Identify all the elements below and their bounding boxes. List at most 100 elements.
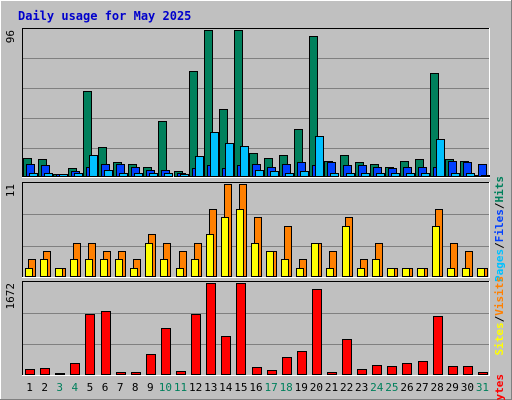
bar-pages-day-23 <box>361 173 370 177</box>
bar-sites-day-4 <box>70 259 78 277</box>
bar-pages-day-20 <box>315 136 324 177</box>
bar-pages-day-27 <box>421 173 430 177</box>
legend-entry: / <box>493 315 506 322</box>
bar-pages-day-22 <box>346 173 355 177</box>
bar-pages-day-29 <box>451 173 460 177</box>
x-tick-label: 20 <box>310 381 323 394</box>
x-tick-label: 14 <box>219 381 233 394</box>
legend-entry: Pages <box>493 249 506 282</box>
x-tick-label: 23 <box>355 381 368 394</box>
bar-sites-day-27 <box>417 268 425 277</box>
legend-entry: Sites <box>493 322 506 355</box>
bar-sites-day-23 <box>357 268 365 277</box>
bar-sites-day-17 <box>266 251 274 277</box>
x-tick-label: 5 <box>87 381 94 394</box>
x-tick-label: 13 <box>204 381 217 394</box>
bar-pages-day-24 <box>376 173 385 177</box>
bar-sites-day-21 <box>326 268 334 277</box>
bar-pages-day-2 <box>44 173 53 177</box>
bar-kbytes-day-5 <box>85 314 95 375</box>
bar-kbytes-day-26 <box>402 363 412 375</box>
bar-pages-day-6 <box>104 170 113 177</box>
bar-sites-day-1 <box>25 268 33 277</box>
bar-sites-day-24 <box>372 259 380 277</box>
legend-entry: Hits <box>493 176 506 203</box>
bar-pages-day-17 <box>270 171 279 177</box>
bar-pages-day-9 <box>149 173 158 177</box>
x-tick-label: 11 <box>174 381 187 394</box>
bar-pages-day-16 <box>255 170 264 177</box>
bar-kbytes-day-19 <box>297 351 307 375</box>
x-tick-label: 3 <box>56 381 63 394</box>
bar-sites-day-16 <box>251 243 259 277</box>
y-max-label-visits: 11 <box>4 184 17 197</box>
bar-pages-day-26 <box>406 173 415 177</box>
bar-kbytes-day-21 <box>327 372 337 375</box>
bar-sites-day-20 <box>311 243 319 277</box>
bar-kbytes-day-20 <box>312 289 322 375</box>
bar-pages-day-1 <box>29 173 38 177</box>
bar-pages-day-25 <box>391 173 400 177</box>
chart-panels: 96Pages/Files/Hits11Sites/Visits1672KByt… <box>4 28 506 400</box>
bar-sites-day-13 <box>206 234 214 277</box>
bar-pages-day-8 <box>134 173 143 177</box>
bar-pages-day-21 <box>330 173 339 177</box>
x-tick-label: 18 <box>280 381 293 394</box>
legend-entry: Files <box>493 209 506 242</box>
x-tick-label: 10 <box>159 381 172 394</box>
bar-sites-day-18 <box>281 259 289 277</box>
x-tick-label: 9 <box>147 381 154 394</box>
bar-kbytes-day-15 <box>236 283 246 375</box>
bar-sites-day-30 <box>462 268 470 277</box>
bar-pages-day-3 <box>59 174 68 177</box>
bar-kbytes-day-25 <box>387 366 397 375</box>
legend-entry: / <box>493 242 506 249</box>
bar-sites-day-29 <box>447 268 455 277</box>
x-tick-label: 19 <box>295 381 308 394</box>
x-tick-label: 4 <box>72 381 79 394</box>
bar-kbytes-day-9 <box>146 354 156 375</box>
bar-kbytes-day-27 <box>418 361 428 375</box>
x-tick-label: 25 <box>385 381 398 394</box>
legend-kbytes: KBytes <box>493 374 506 400</box>
bar-sites-day-26 <box>402 268 410 277</box>
x-tick-label: 17 <box>264 381 277 394</box>
bar-kbytes-day-4 <box>70 363 80 375</box>
bar-sites-day-9 <box>145 243 153 277</box>
chart-title: Daily usage for May 2025 <box>18 9 191 23</box>
bar-kbytes-day-1 <box>25 369 35 375</box>
x-tick-label: 22 <box>340 381 353 394</box>
legend-entry: Visits <box>493 276 506 316</box>
x-tick-label: 24 <box>370 381 384 394</box>
bar-pages-day-10 <box>164 173 173 177</box>
bar-kbytes-day-13 <box>206 283 216 375</box>
bar-kbytes-day-2 <box>40 368 50 375</box>
bar-pages-day-12 <box>195 156 204 177</box>
bar-sites-day-10 <box>160 259 168 277</box>
bar-pages-day-30 <box>466 173 475 177</box>
bar-kbytes-day-29 <box>448 366 458 375</box>
x-tick-label: 15 <box>234 381 247 394</box>
x-tick-label: 6 <box>102 381 109 394</box>
plot-area-kbytes <box>22 281 490 376</box>
x-axis-labels: 1 2 3 4 5 6 7 8 9 10 11 12 13 14 15 16 17 18 19 20 21 22 23 24 2… <box>26 381 489 394</box>
bar-kbytes-day-12 <box>191 314 201 375</box>
bar-kbytes-day-10 <box>161 328 171 375</box>
bar-pages-day-11 <box>180 174 189 177</box>
bar-sites-day-5 <box>85 259 93 277</box>
bar-kbytes-day-17 <box>267 370 277 375</box>
x-tick-label: 30 <box>461 381 474 394</box>
legend-entry: KBytes <box>493 374 506 400</box>
bar-pages-day-7 <box>119 173 128 177</box>
bar-kbytes-day-8 <box>131 372 141 375</box>
legend-entry: / <box>493 202 506 209</box>
bar-sites-day-19 <box>296 268 304 277</box>
legend-requests: Pages/Files/Hits <box>493 176 506 282</box>
bar-pages-day-31 <box>481 175 490 177</box>
x-tick-label: 21 <box>325 381 338 394</box>
x-tick-label: 12 <box>189 381 202 394</box>
bar-pages-day-14 <box>225 143 234 177</box>
bar-sites-day-2 <box>40 259 48 277</box>
